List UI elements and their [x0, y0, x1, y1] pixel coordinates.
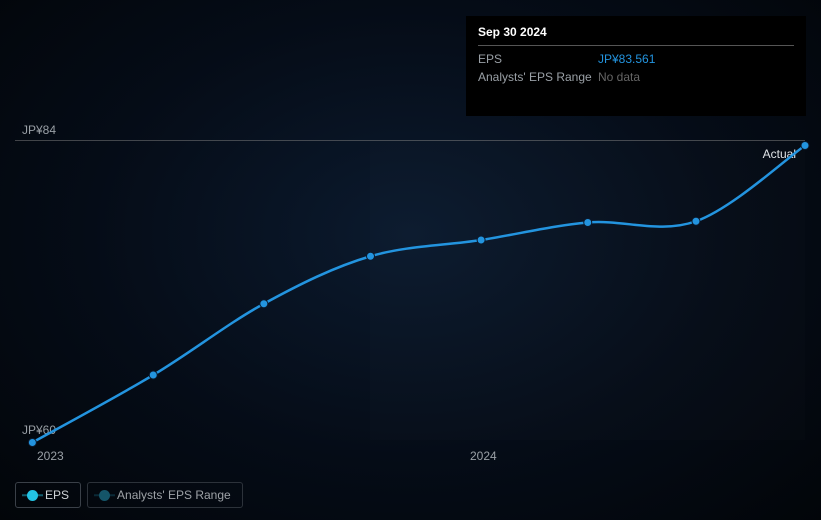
legend-swatch-icon	[99, 490, 110, 501]
legend-item[interactable]: EPS	[15, 482, 81, 508]
eps-line	[32, 145, 805, 442]
data-point[interactable]	[584, 219, 592, 227]
data-point[interactable]	[692, 217, 700, 225]
tooltip-row-value: No data	[598, 70, 640, 84]
data-point[interactable]	[28, 439, 36, 447]
tooltip-row: EPSJP¥83.561	[478, 50, 794, 68]
legend: EPS Analysts' EPS Range	[15, 482, 243, 508]
data-point[interactable]	[367, 252, 375, 260]
data-point[interactable]	[801, 141, 809, 149]
data-point[interactable]	[260, 300, 268, 308]
legend-label: EPS	[45, 488, 69, 502]
chart-container: Sep 30 2024 EPSJP¥83.561Analysts' EPS Ra…	[0, 0, 821, 520]
legend-item[interactable]: Analysts' EPS Range	[87, 482, 243, 508]
line-chart	[15, 140, 805, 440]
data-point[interactable]	[149, 371, 157, 379]
chart-tooltip: Sep 30 2024 EPSJP¥83.561Analysts' EPS Ra…	[466, 16, 806, 116]
x-axis-label: 2023	[37, 449, 64, 463]
y-axis-label: JP¥84	[22, 123, 56, 137]
data-point[interactable]	[477, 236, 485, 244]
tooltip-row-label: EPS	[478, 52, 598, 66]
legend-label: Analysts' EPS Range	[117, 488, 231, 502]
tooltip-row: Analysts' EPS RangeNo data	[478, 68, 794, 86]
tooltip-row-label: Analysts' EPS Range	[478, 70, 598, 84]
tooltip-row-value: JP¥83.561	[598, 52, 655, 66]
tooltip-date: Sep 30 2024	[478, 25, 794, 46]
legend-swatch-icon	[27, 490, 38, 501]
x-axis-label: 2024	[470, 449, 497, 463]
